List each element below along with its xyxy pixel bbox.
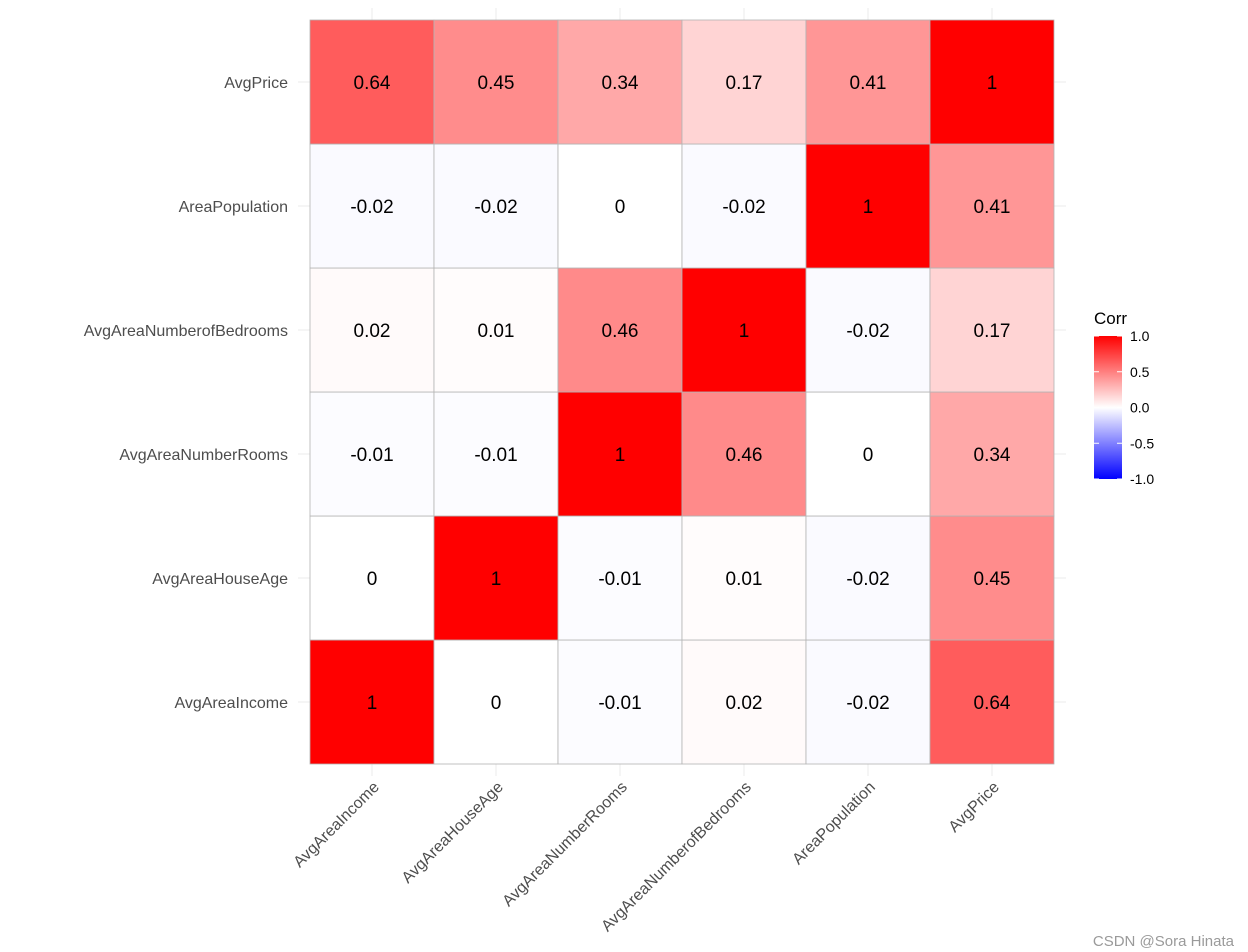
cell-value-label: -0.02 bbox=[846, 321, 889, 342]
cell-value-label: 0 bbox=[491, 693, 502, 714]
y-tick-label: AvgAreaNumberRooms bbox=[119, 447, 288, 464]
cell-value-label: -0.01 bbox=[350, 445, 393, 466]
y-tick-label: AreaPopulation bbox=[179, 199, 288, 216]
heatmap-cell bbox=[929, 391, 1055, 517]
cell-value-label: 0.45 bbox=[974, 569, 1011, 590]
x-tick-label: AreaPopulation bbox=[789, 779, 878, 868]
heatmap-cell bbox=[681, 267, 807, 393]
heatmap-cell bbox=[805, 143, 931, 269]
x-tick-label: AvgAreaHouseAge bbox=[399, 779, 507, 887]
legend-tick-label: -0.5 bbox=[1130, 435, 1154, 451]
heatmap-cell bbox=[681, 515, 807, 641]
cell-value-label: 0.46 bbox=[726, 445, 763, 466]
heatmap-cell bbox=[929, 515, 1055, 641]
heatmap-cell bbox=[309, 19, 435, 145]
y-tick-label: AvgAreaNumberofBedrooms bbox=[84, 323, 288, 340]
cell-value-label: -0.02 bbox=[846, 569, 889, 590]
cell-value-label: 1 bbox=[863, 197, 874, 218]
cell-value-label: -0.02 bbox=[722, 197, 765, 218]
heatmap-cell-labels: 1 0 -0.01 0.02 -0.02 0.64 0 1 -0.01 0.01 -0.02 0.45… bbox=[350, 73, 1011, 714]
x-tick-label: AvgAreaIncome bbox=[291, 779, 383, 871]
cell-value-label: 0.01 bbox=[478, 321, 515, 342]
cell-value-label: 0.34 bbox=[602, 73, 639, 94]
legend-title: Corr bbox=[1094, 309, 1127, 328]
heatmap-cell bbox=[557, 19, 683, 145]
x-tick-label: AvgAreaNumberRooms bbox=[500, 779, 631, 910]
heatmap-cell bbox=[433, 391, 559, 517]
heatmap-cell bbox=[433, 143, 559, 269]
cell-value-label: 1 bbox=[739, 321, 750, 342]
cell-value-label: 0 bbox=[615, 197, 626, 218]
y-axis-labels: AvgAreaIncome AvgAreaHouseAge AvgAreaNumbe… bbox=[84, 75, 288, 712]
heatmap-cell bbox=[929, 639, 1055, 765]
heatmap-cell bbox=[681, 391, 807, 517]
cell-value-label: 1 bbox=[491, 569, 502, 590]
legend-tick-label: 0.0 bbox=[1130, 400, 1150, 416]
x-axis-labels: AvgAreaIncome AvgAreaHouseAgeAvgAreaNumbe… bbox=[291, 779, 1003, 936]
cell-value-label: 0 bbox=[863, 445, 874, 466]
cell-value-label: 0 bbox=[367, 569, 378, 590]
cell-value-label: -0.01 bbox=[598, 569, 641, 590]
cell-value-label: 0.45 bbox=[478, 73, 515, 94]
cell-value-label: 0.64 bbox=[974, 693, 1011, 714]
x-tick-label: AvgAreaNumberofBedrooms bbox=[598, 779, 754, 935]
cell-value-label: 0.64 bbox=[354, 73, 391, 94]
cell-value-label: 0.17 bbox=[726, 73, 763, 94]
heatmap-cells bbox=[309, 19, 1055, 765]
cell-value-label: -0.02 bbox=[350, 197, 393, 218]
cell-value-label: -0.02 bbox=[846, 693, 889, 714]
cell-value-label: 0.41 bbox=[850, 73, 887, 94]
cell-value-label: 0.46 bbox=[602, 321, 639, 342]
y-tick-label: AvgAreaHouseAge bbox=[152, 571, 288, 588]
heatmap-cell bbox=[929, 267, 1055, 393]
legend-ticks: 1.0 0.5 0.0 -0.5 -1.0 bbox=[1094, 328, 1154, 487]
cell-value-label: -0.02 bbox=[474, 197, 517, 218]
legend-tick-label: 1.0 bbox=[1130, 328, 1150, 344]
heatmap-cell bbox=[433, 19, 559, 145]
cell-value-label: 0.34 bbox=[974, 445, 1011, 466]
heatmap-cell bbox=[805, 639, 931, 765]
y-tick-label: AvgAreaIncome bbox=[174, 695, 288, 712]
heatmap-cell bbox=[433, 515, 559, 641]
x-tick-label: AvgPrice bbox=[946, 779, 1003, 836]
heatmap-cell bbox=[309, 267, 435, 393]
legend-tick-label: 0.5 bbox=[1130, 364, 1150, 380]
color-legend: Corr 1.0 0.5 0.0 -0.5 -1.0 bbox=[1094, 309, 1154, 487]
cell-value-label: 0.17 bbox=[974, 321, 1011, 342]
heatmap-cell bbox=[433, 267, 559, 393]
cell-value-label: -0.01 bbox=[598, 693, 641, 714]
cell-value-label: 0.02 bbox=[354, 321, 391, 342]
heatmap-cell bbox=[309, 515, 435, 641]
heatmap-cell bbox=[929, 143, 1055, 269]
heatmap-cell bbox=[805, 267, 931, 393]
heatmap-cell bbox=[929, 19, 1055, 145]
cell-value-label: 1 bbox=[987, 73, 998, 94]
heatmap-cell bbox=[433, 639, 559, 765]
heatmap-cell bbox=[309, 391, 435, 517]
y-tick-label: AvgPrice bbox=[224, 75, 288, 92]
heatmap-cell bbox=[557, 391, 683, 517]
watermark-text: CSDN @Sora Hinata bbox=[1092, 933, 1234, 950]
legend-tick-label: -1.0 bbox=[1130, 471, 1154, 487]
heatmap-cell bbox=[557, 267, 683, 393]
heatmap-cell bbox=[805, 19, 931, 145]
heatmap-cell bbox=[805, 391, 931, 517]
cell-value-label: 1 bbox=[367, 693, 378, 714]
heatmap-cell bbox=[805, 515, 931, 641]
cell-value-label: 1 bbox=[615, 445, 626, 466]
cell-value-label: 0.41 bbox=[974, 197, 1011, 218]
heatmap-cell bbox=[309, 639, 435, 765]
heatmap-cell bbox=[557, 143, 683, 269]
cell-value-label: 0.02 bbox=[726, 693, 763, 714]
cell-value-label: -0.01 bbox=[474, 445, 517, 466]
cell-value-label: 0.01 bbox=[726, 569, 763, 590]
